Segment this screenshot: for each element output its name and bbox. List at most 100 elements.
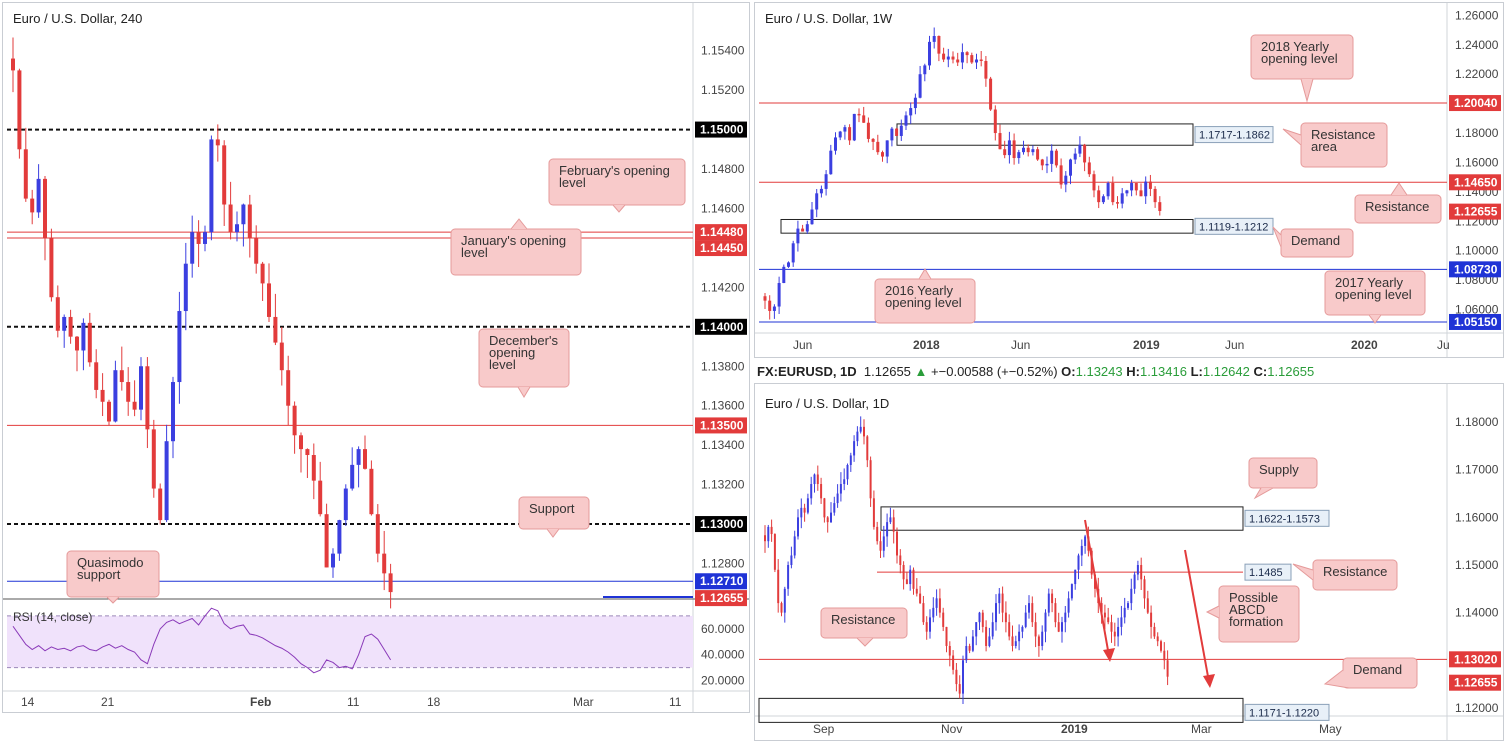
chart-panel-daily[interactable]: Euro / U.S. Dollar, 1D 1.18000 1.17000 1.1… — [754, 383, 1504, 741]
candle-body — [100, 389, 105, 402]
candle-body — [279, 342, 284, 371]
candle-body — [904, 115, 908, 126]
price-label-bg — [1449, 261, 1501, 278]
weekly-chart-canvas[interactable]: 1.260001.240001.220001.180001.160001.140… — [755, 3, 1503, 357]
candle-body — [885, 140, 889, 157]
chart-title: Euro / U.S. Dollar, 1W — [765, 11, 893, 26]
candle-body — [1074, 569, 1077, 585]
candle-body — [107, 401, 111, 422]
y-tick-label: 1.18000 — [1455, 415, 1499, 429]
callout-box — [1248, 457, 1318, 489]
price-label-bg — [695, 417, 747, 434]
chart-panel-weekly[interactable]: Euro / U.S. Dollar, 1W 1.26000 1.24000 1.2… — [754, 2, 1504, 358]
callout-text: opening level — [1261, 51, 1338, 66]
candle-body — [852, 113, 856, 141]
x-tick-label: Jun — [793, 338, 812, 352]
candle-body — [971, 636, 974, 651]
price-label-bg — [1449, 313, 1501, 330]
x-tick-label: Jun — [1011, 338, 1030, 352]
candle-body — [783, 588, 786, 613]
price-label-bg — [1449, 174, 1501, 191]
candle-body — [882, 536, 885, 551]
candle-body — [1080, 545, 1083, 556]
zone-label: 1.1485 — [1249, 567, 1283, 579]
candle-body — [923, 65, 927, 75]
price-label-bg — [695, 224, 747, 241]
rsi-y-tick: 60.0000 — [701, 622, 745, 636]
chart-panel-h4[interactable]: Euro / U.S. Dollar, 240 1.15400 1.15200 1.… — [2, 2, 750, 713]
candle-body — [820, 484, 823, 499]
candle-body — [830, 512, 832, 523]
candle-body — [942, 612, 945, 627]
candle-body — [260, 263, 265, 284]
candle-body — [810, 209, 814, 225]
candle-body — [1057, 622, 1060, 632]
candle-body — [311, 455, 316, 481]
candle-body — [228, 204, 233, 233]
candle-body — [1051, 593, 1054, 604]
candle-body — [790, 555, 793, 566]
candle-body — [876, 141, 880, 153]
h4-chart-canvas[interactable]: 1.15400 1.15200 1.14800 1.14600 1.14200 1.138… — [3, 3, 749, 712]
zone-label-box — [1194, 126, 1274, 144]
candle-body — [1024, 612, 1027, 627]
x-tick-label: May — [1319, 722, 1342, 736]
candle-body — [1001, 593, 1004, 613]
zone-label-box — [1244, 703, 1330, 721]
ticker-last: 1.12655 — [863, 364, 911, 379]
callout-text: opening level — [885, 295, 962, 310]
candle-body — [1059, 165, 1063, 185]
x-tick-label: Jun — [1225, 338, 1244, 352]
arrow-head-icon — [1103, 648, 1115, 662]
candle-body — [356, 449, 361, 465]
candle-body — [833, 503, 836, 513]
candle-body — [1111, 183, 1115, 203]
candle-body — [819, 188, 823, 194]
candle-body — [299, 435, 303, 450]
callout-text: February's opening — [559, 163, 670, 178]
candle-body — [1061, 622, 1063, 632]
candle-body — [801, 228, 805, 232]
callout-text: December's — [489, 333, 558, 348]
candle-body — [350, 464, 355, 489]
zone-rect — [758, 697, 1244, 723]
candle-body — [951, 56, 955, 60]
candle-body — [62, 316, 67, 331]
candle-body — [787, 262, 790, 267]
candle-body — [1014, 641, 1017, 646]
candle-body — [929, 617, 931, 632]
price-label: 1.13500 — [700, 418, 744, 432]
candle-body — [68, 316, 73, 337]
price-label: 1.14000 — [700, 320, 744, 334]
candle-body — [800, 507, 803, 518]
zone-label: 1.1119-1.1212 — [1199, 221, 1268, 233]
candle-body — [1003, 149, 1007, 156]
candle-body — [190, 232, 195, 264]
candle-body — [849, 455, 852, 465]
zone-rect — [880, 506, 1244, 531]
candle-body — [331, 553, 335, 568]
candle-body — [23, 149, 28, 199]
candle-body — [890, 128, 894, 141]
x-tick-label: 14 — [21, 695, 35, 709]
y-tick-label: 1.13800 — [701, 359, 745, 373]
candle-body — [222, 145, 227, 205]
candle-body — [810, 484, 813, 499]
candle-body — [770, 526, 773, 535]
y-tick-label: 1.06000 — [1455, 302, 1499, 316]
callout-pointer — [856, 637, 874, 647]
candle-body — [1087, 162, 1091, 175]
y-tick-label: 1.24000 — [1455, 38, 1499, 52]
candle-body — [209, 139, 214, 233]
price-label-bg — [1449, 95, 1501, 112]
daily-chart-canvas[interactable]: 1.18000 1.17000 1.16000 1.15000 1.14000 1.120… — [755, 384, 1503, 740]
candle-body — [1021, 626, 1024, 632]
candle-body — [177, 311, 182, 383]
callout-text: Resistance — [1323, 564, 1387, 579]
candle-body — [846, 464, 849, 480]
candle-body — [1143, 579, 1146, 599]
callout-pointer — [106, 596, 120, 604]
rsi-y-tick: 40.0000 — [701, 648, 745, 662]
candle-body — [1136, 565, 1139, 575]
callout-text: level — [461, 245, 488, 260]
